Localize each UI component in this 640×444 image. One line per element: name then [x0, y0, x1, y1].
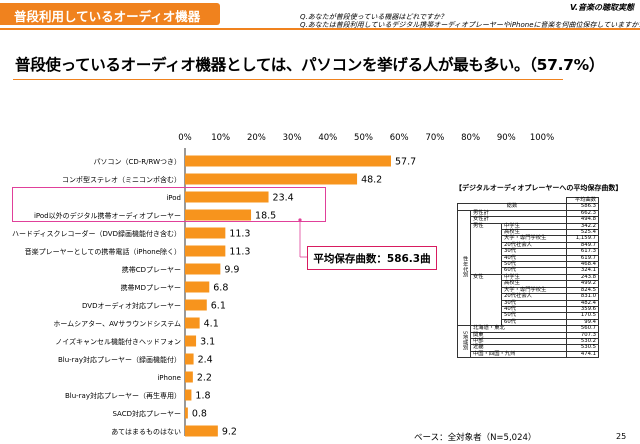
- bar: [185, 155, 391, 167]
- value-label: 57.7: [395, 157, 416, 168]
- table-cell: 525.4: [566, 228, 599, 237]
- category-label: Blu-ray対応プレーヤー（再生専用）: [65, 391, 181, 400]
- headline-rule: [13, 79, 563, 80]
- callout-box: 平均保存曲数：586.3曲: [307, 246, 437, 270]
- bar: [185, 299, 207, 311]
- x-tick-label: 30%: [283, 133, 302, 143]
- value-label: 18.5: [255, 211, 276, 222]
- category-label: iPhone: [157, 374, 181, 382]
- table-cell: 342.2: [566, 222, 599, 231]
- category-label: Blu-ray対応プレーヤー（録画機能付）: [58, 355, 181, 364]
- table-row-label: 中国・四国・九州: [470, 350, 567, 359]
- value-label: 48.2: [361, 175, 382, 186]
- table-col-header: 平均曲数: [566, 196, 599, 205]
- table-cell: 494.8: [566, 216, 599, 224]
- table-group-label: 5地域別: [457, 325, 471, 359]
- table-cell: 617.3: [566, 248, 599, 256]
- category-label: 携帯CDプレーヤー: [122, 265, 181, 274]
- x-tick-label: 60%: [390, 133, 409, 143]
- bar: [185, 335, 197, 347]
- bar: [185, 371, 193, 383]
- category-label: 音楽プレーヤーとしての携帯電話（iPhone除く）: [25, 247, 181, 256]
- category-label: あてはまるものはない: [111, 428, 181, 436]
- base-note: ベース：全対象者（N=5,024）: [414, 433, 537, 443]
- table-subgroup-label: 女性: [470, 273, 502, 327]
- category-label: コンポ型ステレオ（ミニコンポ含む）: [62, 175, 181, 184]
- bar: [185, 209, 252, 221]
- category-label: ハードディスクレコーダー（DVD録画機能付き含む）: [12, 229, 181, 238]
- retention-table: 平均曲数 総数 586.3 性年代別 男性計 662.3 女性計 494.8 男性 中学生 342.…: [457, 196, 599, 359]
- x-tick-label: 100%: [530, 133, 554, 143]
- category-label: ホームシアター、AVサラウンドシステム: [53, 319, 181, 328]
- value-label: 6.1: [211, 301, 226, 312]
- x-tick-label: 10%: [211, 133, 230, 143]
- bar: [185, 191, 269, 203]
- x-tick-label: 70%: [425, 133, 444, 143]
- bar: [185, 227, 226, 239]
- x-tick-label: 40%: [318, 133, 337, 143]
- value-label: 6.8: [213, 283, 228, 294]
- value-label: 11.3: [229, 229, 250, 240]
- bar: [185, 425, 218, 437]
- value-label: 23.4: [273, 193, 294, 204]
- header-rule: [0, 28, 640, 30]
- x-tick-label: 80%: [461, 133, 480, 143]
- category-label: iPod: [166, 194, 181, 202]
- bar: [185, 263, 221, 275]
- header-tab-title: 普段利用しているオーディオ機器: [14, 9, 201, 24]
- bar: [185, 173, 358, 185]
- table-subgroup-label: 男性: [470, 222, 502, 275]
- x-tick-label: 90%: [497, 133, 516, 143]
- question-2: Q.あなたは普段利用しているデジタル携帯オーディオプレーヤーやiPhoneに音楽…: [300, 21, 640, 29]
- x-tick-label: 20%: [247, 133, 266, 143]
- x-tick-label: 0%: [178, 133, 192, 143]
- bar: [185, 281, 210, 293]
- value-label: 3.1: [200, 337, 215, 348]
- question-1: Q.あなたが普段使っている機器はどれですか？: [300, 13, 448, 21]
- value-label: 11.3: [229, 247, 250, 258]
- table-cell: 474.1: [566, 350, 599, 359]
- value-label: 2.2: [197, 373, 212, 384]
- table-cell: 1,159.7: [566, 235, 599, 243]
- bar: [185, 353, 194, 365]
- x-tick-label: 50%: [354, 133, 373, 143]
- value-label: 4.1: [204, 319, 219, 330]
- category-label: パソコン（CD-R/RWつき）: [93, 158, 181, 166]
- category-label: ノイズキャンセル機能付きヘッドフォン: [55, 337, 181, 346]
- table-cell: 586.3: [566, 203, 599, 211]
- table-cell: 170.5: [566, 312, 599, 320]
- header-tab: 普段利用しているオーディオ機器: [0, 3, 220, 25]
- section-label: V.音楽の聴取実態: [570, 3, 634, 12]
- value-label: 2.4: [198, 355, 213, 366]
- bar: [185, 389, 192, 401]
- category-label: SACD対応プレーヤー: [112, 409, 181, 418]
- bar: [185, 407, 188, 419]
- category-label: DVDオーディオ対応プレーヤー: [82, 301, 181, 310]
- value-label: 9.2: [222, 427, 237, 438]
- callout-text: 平均保存曲数：586.3曲: [313, 253, 431, 265]
- headline: 普段使っているオーディオ機器としては、パソコンを挙げる人が最も多い。（57.7%…: [15, 56, 605, 74]
- category-label: iPod以外のデジタル携帯オーディオプレーヤー: [34, 211, 181, 220]
- table-title: 【デジタルオーディオプレーヤーへの平均保存曲数】: [455, 184, 623, 192]
- value-label: 0.8: [192, 409, 207, 420]
- value-label: 1.8: [195, 391, 210, 402]
- value-label: 9.9: [224, 265, 239, 276]
- bar: [185, 245, 226, 257]
- bar: [185, 317, 200, 329]
- table-group-label: 性年代別: [457, 209, 471, 327]
- category-label: 携帯MDプレーヤー: [121, 283, 181, 292]
- table-cell: 849.7: [566, 241, 599, 250]
- callout-leader-dot: [298, 218, 302, 222]
- table-cell: 662.3: [566, 209, 599, 218]
- ipod-highlight-box: [12, 187, 326, 222]
- page-number: 25: [616, 432, 627, 441]
